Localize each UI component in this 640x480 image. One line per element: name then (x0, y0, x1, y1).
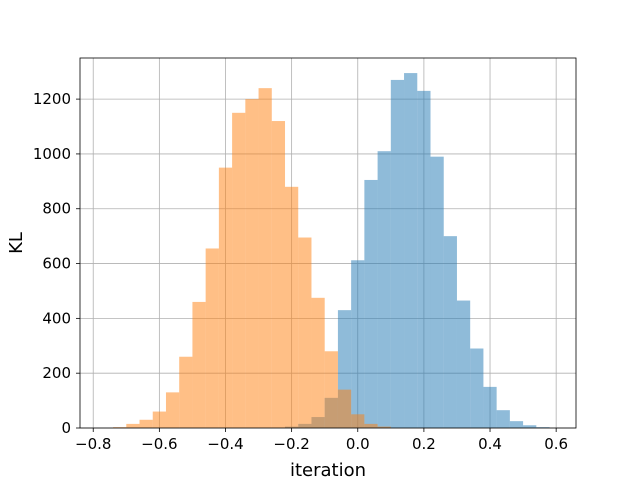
x-tick-label: 0.4 (478, 435, 502, 453)
histogram-bar (443, 236, 457, 428)
histogram-bar (523, 425, 537, 428)
histogram-bar (536, 427, 550, 428)
histogram-bar (351, 414, 365, 428)
histogram-bar (377, 151, 391, 428)
histogram-bar (456, 300, 471, 428)
histogram-bar (192, 301, 206, 428)
bars (113, 73, 550, 429)
histogram-bar (483, 386, 497, 428)
histogram-bar (232, 112, 246, 428)
histogram-bar (285, 186, 299, 428)
y-tick-label: 600 (42, 255, 71, 273)
x-axis-ticks: −0.8 −0.6 −0.4 −0.2 0.0 0.2 0.4 0.6 (75, 428, 568, 453)
histogram-bar (509, 421, 524, 428)
histogram-bar (404, 73, 418, 429)
histogram-bar (179, 356, 193, 428)
histogram-bar (311, 297, 325, 428)
y-tick-label: 200 (42, 364, 71, 382)
histogram-bar (337, 389, 352, 428)
y-axis-label: KL (6, 232, 27, 254)
histogram-bar (351, 260, 365, 428)
histogram-bar (470, 348, 484, 428)
histogram-bar (205, 248, 219, 428)
histogram-bar (165, 392, 180, 428)
x-tick-label: 0.0 (346, 435, 370, 453)
y-tick-label: 1200 (33, 90, 71, 108)
y-tick-label: 400 (42, 309, 71, 327)
x-tick-label: −0.4 (207, 435, 243, 453)
histogram-bar (364, 423, 378, 428)
y-tick-label: 0 (61, 419, 71, 437)
histogram-bar (271, 121, 286, 428)
x-tick-label: −0.6 (141, 435, 177, 453)
x-tick-label: 0.6 (544, 435, 568, 453)
plot-frame (79, 57, 577, 429)
histogram-bar (298, 237, 312, 428)
histogram-series-1 (113, 88, 391, 429)
histogram-bar (218, 167, 233, 428)
histogram-bar (113, 427, 127, 428)
y-axis-ticks: 0 200 400 600 800 1000 1200 (33, 90, 80, 437)
histogram-bar (377, 426, 391, 428)
x-axis-label: iteration (290, 460, 366, 480)
histogram-bar (324, 351, 338, 428)
histogram-bar (245, 99, 259, 428)
histogram-bar (364, 179, 378, 428)
histogram-bar (390, 79, 405, 428)
histogram-bar (496, 410, 510, 428)
y-tick-label: 800 (42, 200, 71, 218)
histogram-bar (258, 88, 272, 429)
histogram-bar (417, 90, 431, 428)
histogram-bar (152, 411, 166, 428)
x-tick-label: −0.8 (75, 435, 111, 453)
histogram-bar (430, 156, 444, 428)
x-tick-label: −0.2 (273, 435, 309, 453)
y-tick-label: 1000 (33, 145, 71, 163)
histogram-bar (126, 423, 140, 428)
histogram-bar (139, 419, 153, 428)
x-tick-label: 0.2 (412, 435, 436, 453)
